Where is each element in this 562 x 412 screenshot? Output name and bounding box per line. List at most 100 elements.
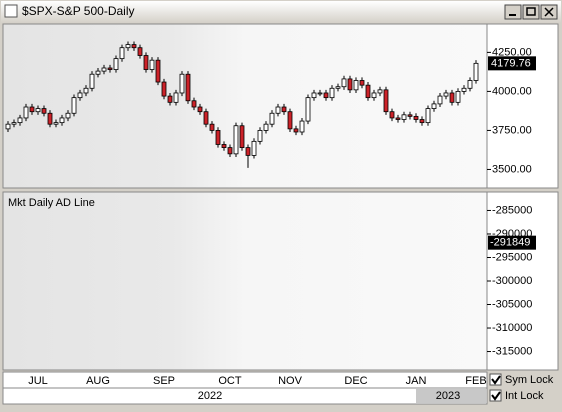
candle-body <box>161 81 167 97</box>
candle-body <box>419 119 425 124</box>
window-buttons[interactable] <box>504 4 558 20</box>
candle-body <box>239 125 245 148</box>
candle-body <box>41 108 47 114</box>
candle-body <box>251 140 257 156</box>
candle-body <box>107 67 113 70</box>
candle-body <box>113 58 119 70</box>
candle-body <box>257 130 263 142</box>
year-label: 2022 <box>198 390 222 402</box>
x-tick-label: JAN <box>406 375 427 387</box>
candle-body <box>59 117 65 124</box>
candle-body <box>203 111 209 125</box>
y-tick-label: 4250.00 <box>492 46 532 58</box>
y-tick-label: -305000 <box>492 298 532 310</box>
x-tick-label: OCT <box>218 375 242 387</box>
minimize-button[interactable] <box>504 4 522 20</box>
candle-body <box>449 92 455 103</box>
y-tick-label: -295000 <box>492 251 532 263</box>
candle-body <box>5 123 11 130</box>
checkbox[interactable] <box>489 373 502 386</box>
candle-body <box>131 44 137 49</box>
candle-body <box>209 123 215 131</box>
y-tick-label: -300000 <box>492 275 532 287</box>
candle-body <box>71 97 77 114</box>
candle-body <box>341 78 347 88</box>
candle-body <box>461 87 467 92</box>
check-mark <box>491 391 501 401</box>
candle-body <box>23 106 29 119</box>
x-tick-label: AUG <box>86 375 110 387</box>
candle-body <box>17 117 23 124</box>
candle-body <box>245 147 251 156</box>
candle-body <box>137 47 143 56</box>
candle-body <box>335 86 341 89</box>
year-highlight <box>416 389 486 403</box>
candle-body <box>215 130 221 145</box>
candle-body <box>125 44 131 49</box>
y-tick-label: 4000.00 <box>492 85 532 97</box>
candle-body <box>395 117 401 120</box>
x-tick-label: NOV <box>278 375 303 387</box>
check-mark <box>491 375 501 385</box>
candle-body <box>83 87 89 94</box>
y-tick-label: -310000 <box>492 322 532 334</box>
candle-body <box>191 100 197 108</box>
candle-body <box>293 128 299 133</box>
candle-body <box>431 103 437 109</box>
checkbox-label: Sym Lock <box>505 374 554 386</box>
maximize-button[interactable] <box>522 4 540 20</box>
candle-body <box>299 120 305 133</box>
candle-body <box>467 80 473 89</box>
candle-body <box>269 112 275 125</box>
candle-body <box>383 89 389 113</box>
candle-body <box>347 78 353 91</box>
candle-body <box>425 108 431 124</box>
candle-body <box>275 106 281 114</box>
candle-body <box>323 92 329 99</box>
candle-body <box>155 59 161 83</box>
y-tick-label: 3750.00 <box>492 124 532 136</box>
candle-body <box>365 84 371 99</box>
checkbox-label: Int Lock <box>505 390 544 402</box>
candle-body <box>65 112 71 119</box>
candle-body <box>53 122 59 125</box>
candle-body <box>305 97 311 122</box>
y-tick-label: -285000 <box>492 204 532 216</box>
candle-body <box>95 70 101 75</box>
candle-body <box>179 73 185 94</box>
candle-body <box>227 147 233 155</box>
candle-body <box>455 91 461 103</box>
last-value-label: 4179.76 <box>491 57 531 69</box>
checkboxes[interactable]: Sym Lock Int Lock <box>489 373 554 402</box>
candle-body <box>35 108 41 113</box>
candle-body <box>221 144 227 148</box>
candle-body <box>233 125 239 155</box>
y-tick-label: -315000 <box>492 345 532 357</box>
candle-body <box>287 111 293 130</box>
year-label: 2023 <box>436 390 460 402</box>
candle-body <box>11 122 17 125</box>
candle-body <box>89 73 95 89</box>
candle-body <box>185 73 191 102</box>
checkbox[interactable] <box>489 389 502 402</box>
candle-body <box>353 80 359 91</box>
x-tick-label: FEB <box>465 375 486 387</box>
panel-title: Mkt Daily AD Line <box>8 197 95 209</box>
title-bar <box>1 1 561 23</box>
candle-body <box>197 106 203 113</box>
candle-body <box>173 92 179 103</box>
last-value-box <box>488 56 536 71</box>
year-axis <box>2 387 488 405</box>
y-tick-label: 3500.00 <box>492 163 532 175</box>
candle-body <box>167 95 173 103</box>
x-tick-label: JUL <box>28 375 48 387</box>
candle-body <box>77 92 83 99</box>
candle-body <box>311 92 317 99</box>
window-icon <box>4 4 18 18</box>
candle-body <box>407 114 413 117</box>
x-tick-label: SEP <box>153 375 175 387</box>
last-value-label: -291849 <box>490 237 530 249</box>
candle-body <box>437 95 443 105</box>
candle-body <box>443 92 449 97</box>
